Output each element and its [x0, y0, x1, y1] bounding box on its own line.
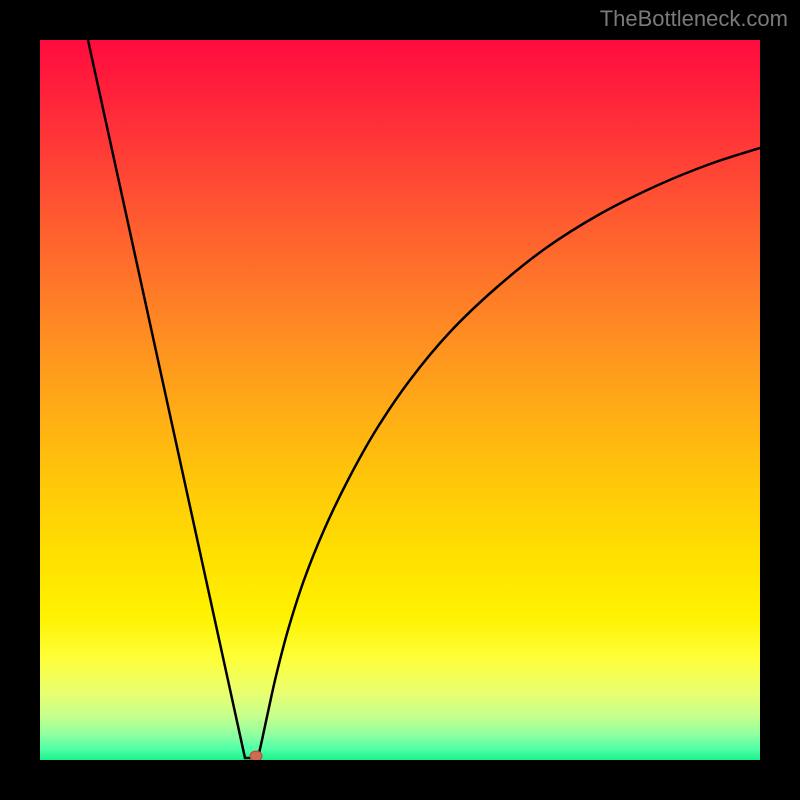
- plot-area: [40, 40, 760, 760]
- chart-frame: TheBottleneck.com: [0, 0, 800, 800]
- curve-layer: [40, 40, 760, 760]
- watermark-text: TheBottleneck.com: [600, 6, 788, 32]
- curve-left-branch: [88, 40, 253, 758]
- curve-right-branch: [258, 148, 760, 758]
- minimum-marker: [250, 751, 262, 760]
